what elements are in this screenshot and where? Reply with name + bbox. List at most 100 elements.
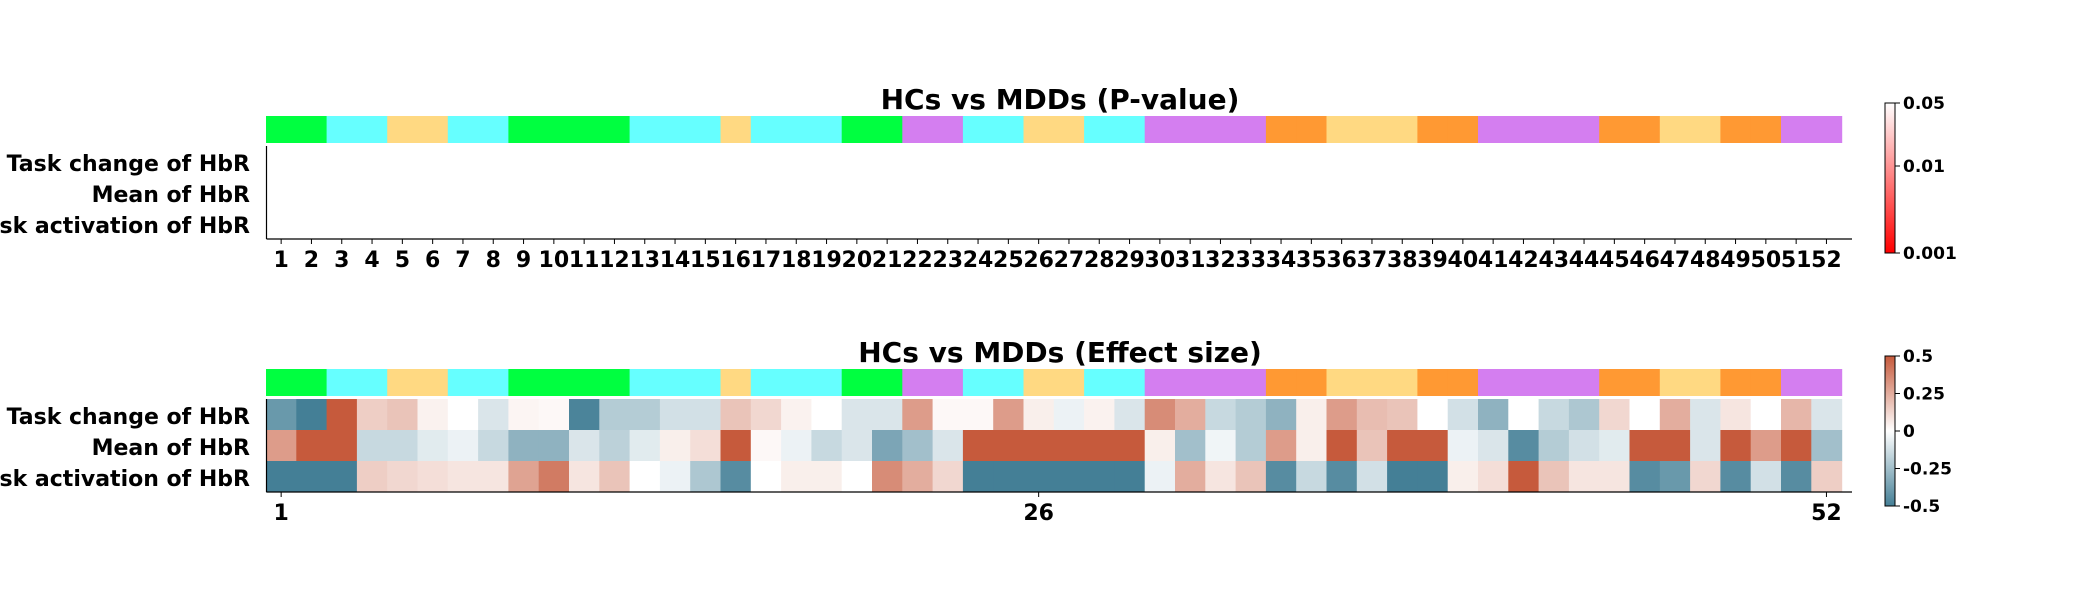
region-strip-cell xyxy=(1296,116,1328,143)
heatmap-cell xyxy=(417,430,449,462)
heatmap-cell xyxy=(326,461,358,493)
region-strip-cell xyxy=(326,369,358,396)
region-strip-cell xyxy=(387,116,419,143)
heatmap-cell xyxy=(1114,177,1146,209)
x-tick-label: 1 xyxy=(273,501,288,526)
x-tick-label: 23 xyxy=(932,248,963,273)
x-tick-label: 15 xyxy=(690,248,721,273)
heatmap-cell xyxy=(659,208,691,240)
region-strip-cell xyxy=(1750,369,1782,396)
heatmap-cell xyxy=(356,399,388,431)
x-tick-label: 42 xyxy=(1508,248,1539,273)
region-strip-cell xyxy=(447,116,479,143)
heatmap-cell xyxy=(1114,208,1146,240)
heatmap-cell xyxy=(1659,177,1691,209)
x-tick-label: 19 xyxy=(811,248,842,273)
heatmap-cell xyxy=(659,461,691,493)
region-strip-cell xyxy=(1265,369,1297,396)
region-strip-cell xyxy=(872,116,903,143)
x-tick-label: 12 xyxy=(599,248,630,273)
heatmap-cell xyxy=(629,461,661,493)
heatmap-cell xyxy=(1326,430,1358,462)
x-tick-label: 52 xyxy=(1811,248,1842,273)
heatmap-cell xyxy=(1781,430,1812,462)
effect-row-labels: Task change of HbR Mean of HbR Task acti… xyxy=(0,405,250,492)
region-strip-cell xyxy=(659,116,691,143)
heatmap-cell xyxy=(296,399,328,431)
x-tick-label: 16 xyxy=(720,248,751,273)
heatmap-cell xyxy=(1750,430,1782,462)
region-strip-cell xyxy=(1387,116,1418,143)
x-tick-label: 38 xyxy=(1387,248,1418,273)
region-strip-cell xyxy=(690,369,722,396)
region-strip-cell xyxy=(1568,116,1600,143)
x-tick-label: 51 xyxy=(1781,248,1812,273)
pvalue-colorbar: 0.05 0.01 0.001 xyxy=(1884,94,1957,264)
heatmap-cell xyxy=(1175,461,1206,493)
heatmap-cell xyxy=(1781,208,1812,240)
heatmap-cell xyxy=(993,461,1025,493)
region-strip-cell xyxy=(387,369,419,396)
heatmap-cell xyxy=(1144,461,1176,493)
x-tick-label: 14 xyxy=(660,248,691,273)
heatmap-cell xyxy=(750,430,782,462)
heatmap-cell xyxy=(750,399,782,431)
region-strip-cell xyxy=(720,116,752,143)
heatmap-cell xyxy=(1084,146,1115,178)
heatmap-cell xyxy=(902,461,934,493)
heatmap-cell xyxy=(750,461,782,493)
region-strip-cell xyxy=(1538,369,1570,396)
heatmap-cell xyxy=(1781,461,1812,493)
heatmap-cell xyxy=(417,399,449,431)
x-tick-label: 27 xyxy=(1054,248,1085,273)
heatmap-cell xyxy=(1084,177,1115,209)
heatmap-cell xyxy=(1417,146,1449,178)
heatmap-cell xyxy=(1326,177,1358,209)
heatmap-cell xyxy=(720,430,752,462)
region-strip-cell xyxy=(1781,116,1812,143)
region-strip-cell xyxy=(811,369,843,396)
heatmap-cell xyxy=(902,177,934,209)
heatmap-cell xyxy=(690,430,722,462)
heatmap-cell xyxy=(659,430,691,462)
heatmap-cell xyxy=(1750,461,1782,493)
heatmap-cell xyxy=(538,146,570,178)
x-tick-label: 37 xyxy=(1357,248,1388,273)
x-tick-label: 40 xyxy=(1448,248,1479,273)
heatmap-cell xyxy=(811,177,843,209)
heatmap-cell xyxy=(1175,208,1206,240)
heatmap-cell xyxy=(1599,177,1631,209)
heatmap-cell xyxy=(1568,399,1600,431)
heatmap-cell xyxy=(1659,146,1691,178)
heatmap-cell xyxy=(811,461,843,493)
heatmap-cell xyxy=(387,461,419,493)
pvalue-panel: HCs vs MDDs (P-value) Task change of HbR… xyxy=(0,83,1957,273)
region-strip-cell xyxy=(1447,116,1479,143)
x-tick-label: 26 xyxy=(1023,248,1054,273)
heatmap-cell xyxy=(599,208,631,240)
heatmap-cell xyxy=(1205,430,1237,462)
heatmap-cell xyxy=(508,146,540,178)
heatmap-cell xyxy=(1084,208,1115,240)
heatmap-cell xyxy=(1326,461,1358,493)
x-tick-label: 43 xyxy=(1538,248,1569,273)
region-strip-cell xyxy=(417,369,449,396)
heatmap-cell xyxy=(1659,399,1691,431)
x-tick-label: 2 xyxy=(304,248,319,273)
heatmap-cell xyxy=(1781,146,1812,178)
heatmap-cell xyxy=(1538,146,1570,178)
heatmap-cell xyxy=(1659,208,1691,240)
region-strip-cell xyxy=(1599,369,1631,396)
region-strip-cell xyxy=(296,116,328,143)
pvalue-title: HCs vs MDDs (P-value) xyxy=(881,83,1240,116)
heatmap-cell xyxy=(538,430,570,462)
heatmap-cell xyxy=(1599,430,1631,462)
heatmap-cell xyxy=(1568,430,1600,462)
pvalue-colorbar-gradient xyxy=(1884,102,1896,254)
region-strip-cell xyxy=(296,369,328,396)
region-strip-cell xyxy=(599,369,631,396)
heatmap-cell xyxy=(1326,146,1358,178)
heatmap-cell xyxy=(629,177,661,209)
heatmap-cell xyxy=(387,177,419,209)
heatmap-cell xyxy=(478,399,509,431)
